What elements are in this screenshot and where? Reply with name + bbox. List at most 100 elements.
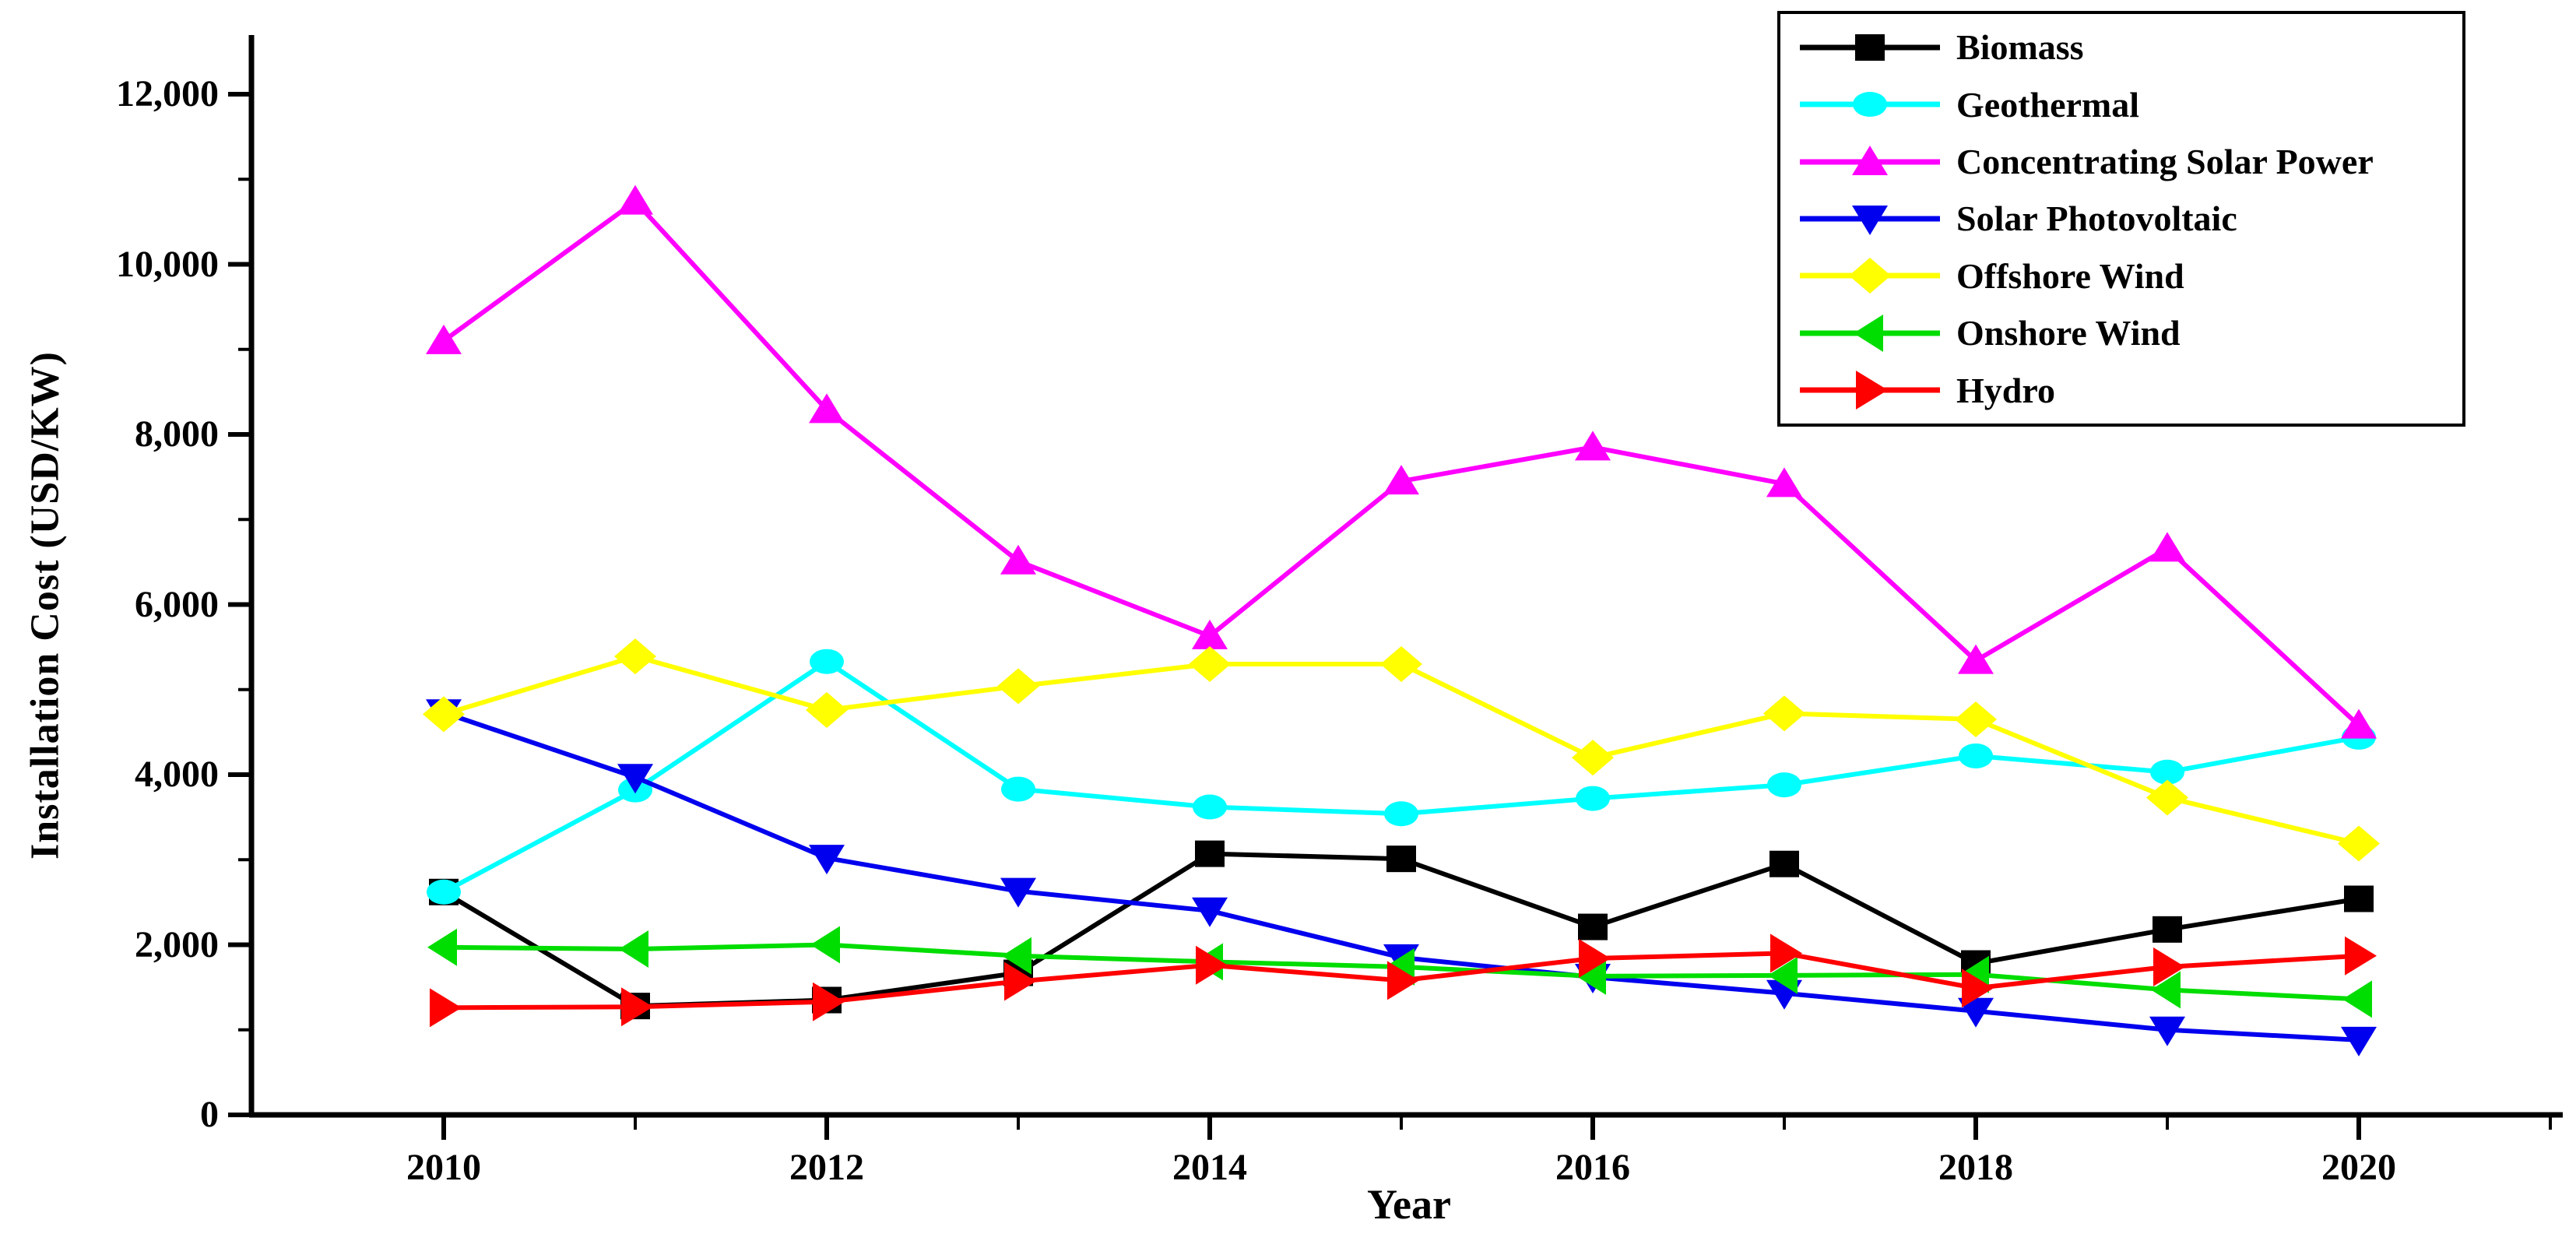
legend-label-solar-photovoltaic: Solar Photovoltaic <box>1956 199 2237 239</box>
data-point-offshore-wind-2011 <box>614 638 656 675</box>
data-point-hydro-2011 <box>621 987 653 1027</box>
data-point-concentrating-solar-power-2012 <box>809 393 845 424</box>
data-point-hydro-2010 <box>430 988 462 1028</box>
data-point-offshore-wind-2019 <box>2146 779 2188 816</box>
data-point-hydro-2020 <box>2345 936 2377 976</box>
legend-label-offshore-wind: Offshore Wind <box>1956 255 2184 296</box>
data-point-onshore-wind-2017 <box>1768 956 1798 994</box>
triangle-right-icon <box>1800 371 1940 410</box>
data-point-hydro-2012 <box>813 982 845 1021</box>
data-point-solar-photovoltaic-2018 <box>1958 997 1994 1028</box>
data-point-offshore-wind-2013 <box>997 668 1039 705</box>
legend-item-solar-photovoltaic: Solar Photovoltaic <box>1796 194 2462 244</box>
x-tick-label-2020: 2020 <box>2321 1147 2396 1188</box>
y-tick-label-10000: 10,000 <box>116 243 219 285</box>
data-point-solar-photovoltaic-2019 <box>2149 1016 2185 1046</box>
x-axis-title: Year <box>1367 1181 1451 1228</box>
data-point-solar-photovoltaic-2011 <box>617 764 653 794</box>
legend-item-concentrating-solar-power: Concentrating Solar Power <box>1796 137 2462 187</box>
data-point-offshore-wind-2015 <box>1380 645 1422 682</box>
circle-icon <box>1800 92 1940 118</box>
data-point-biomass-2019 <box>2153 916 2182 943</box>
legend-item-onshore-wind: Onshore Wind <box>1796 308 2462 358</box>
data-point-onshore-wind-2012 <box>810 926 840 964</box>
data-point-biomass-2014 <box>1195 840 1225 867</box>
data-point-concentrating-solar-power-2014 <box>1192 619 1228 649</box>
legend-label-hydro: Hydro <box>1956 370 2055 410</box>
legend-label-onshore-wind: Onshore Wind <box>1956 313 2181 353</box>
data-point-solar-photovoltaic-2020 <box>2341 1026 2377 1056</box>
legend-item-biomass: Biomass <box>1796 23 2462 72</box>
legend-label-biomass: Biomass <box>1956 27 2084 68</box>
data-point-concentrating-solar-power-2019 <box>2149 532 2185 562</box>
data-point-offshore-wind-2016 <box>1572 740 1614 776</box>
data-point-geothermal-2014 <box>1193 794 1227 820</box>
data-point-concentrating-solar-power-2013 <box>1000 544 1036 575</box>
legend-label-geothermal: Geothermal <box>1956 84 2140 125</box>
data-point-concentrating-solar-power-2017 <box>1766 467 1802 497</box>
data-point-hydro-2018 <box>1962 969 1994 1008</box>
data-point-geothermal-2010 <box>427 879 461 905</box>
x-tick-label-2018: 2018 <box>1938 1147 2013 1188</box>
data-point-onshore-wind-2019 <box>2151 971 2181 1009</box>
data-point-geothermal-2012 <box>810 649 844 674</box>
triangle-up-icon <box>1800 145 1940 175</box>
legend-item-hydro: Hydro <box>1796 365 2462 415</box>
data-point-onshore-wind-2011 <box>619 930 648 968</box>
y-tick-label-8000: 8,000 <box>135 413 219 455</box>
data-point-hydro-2015 <box>1387 961 1419 1000</box>
data-point-offshore-wind-2014 <box>1189 645 1231 682</box>
data-point-hydro-2016 <box>1579 938 1611 978</box>
y-tick-label-12000: 12,000 <box>116 73 219 114</box>
triangle-left-icon <box>1800 314 1940 352</box>
data-point-offshore-wind-2020 <box>2338 825 2380 862</box>
triangle-down-icon <box>1800 205 1940 235</box>
y-tick-label-6000: 6,000 <box>135 583 219 625</box>
legend-item-offshore-wind: Offshore Wind <box>1796 251 2462 301</box>
data-point-geothermal-2016 <box>1576 786 1610 811</box>
data-point-concentrating-solar-power-2011 <box>617 185 653 215</box>
data-point-onshore-wind-2020 <box>2342 980 2372 1018</box>
diamond-icon <box>1800 258 1940 294</box>
legend-label-concentrating-solar-power: Concentrating Solar Power <box>1956 142 2374 182</box>
data-point-onshore-wind-2010 <box>427 928 457 966</box>
x-tick-label-2010: 2010 <box>406 1147 481 1188</box>
data-point-hydro-2014 <box>1196 945 1228 985</box>
data-point-hydro-2017 <box>1770 933 1802 973</box>
data-point-offshore-wind-2017 <box>1763 695 1805 732</box>
data-point-onshore-wind-2016 <box>1576 957 1606 995</box>
y-tick-label-0: 0 <box>200 1094 219 1135</box>
data-point-offshore-wind-2012 <box>806 691 848 728</box>
data-point-solar-photovoltaic-2014 <box>1192 897 1228 927</box>
data-point-offshore-wind-2010 <box>423 696 465 733</box>
data-point-biomass-2015 <box>1386 845 1416 873</box>
data-point-hydro-2013 <box>1004 962 1036 1001</box>
data-point-biomass-2016 <box>1578 913 1608 940</box>
data-point-concentrating-solar-power-2010 <box>426 324 462 354</box>
data-point-offshore-wind-2018 <box>1955 701 1997 737</box>
y-tick-label-2000: 2,000 <box>135 923 219 965</box>
legend-item-geothermal: Geothermal <box>1796 79 2462 129</box>
data-point-concentrating-solar-power-2015 <box>1383 465 1419 495</box>
data-point-concentrating-solar-power-2020 <box>2341 708 2377 739</box>
data-point-concentrating-solar-power-2016 <box>1575 431 1611 461</box>
data-point-solar-photovoltaic-2013 <box>1000 877 1036 908</box>
x-tick-label-2016: 2016 <box>1555 1147 1630 1188</box>
data-point-geothermal-2017 <box>1767 772 1801 798</box>
data-point-biomass-2017 <box>1769 850 1799 877</box>
data-point-hydro-2019 <box>2153 947 2185 986</box>
data-point-geothermal-2018 <box>1959 743 1993 768</box>
square-icon <box>1800 33 1940 61</box>
data-point-biomass-2020 <box>2344 885 2374 912</box>
data-point-geothermal-2013 <box>1001 776 1035 802</box>
data-point-onshore-wind-2013 <box>1002 937 1031 975</box>
x-tick-label-2014: 2014 <box>1172 1147 1247 1188</box>
data-point-concentrating-solar-power-2018 <box>1958 644 1994 674</box>
x-tick-label-2012: 2012 <box>789 1147 864 1188</box>
data-point-geothermal-2015 <box>1384 801 1418 827</box>
data-point-solar-photovoltaic-2012 <box>809 845 845 875</box>
data-point-geothermal-2019 <box>2150 759 2184 785</box>
legend-box: Biomass Geothermal Concentrating Solar Pow… <box>1777 11 2465 427</box>
